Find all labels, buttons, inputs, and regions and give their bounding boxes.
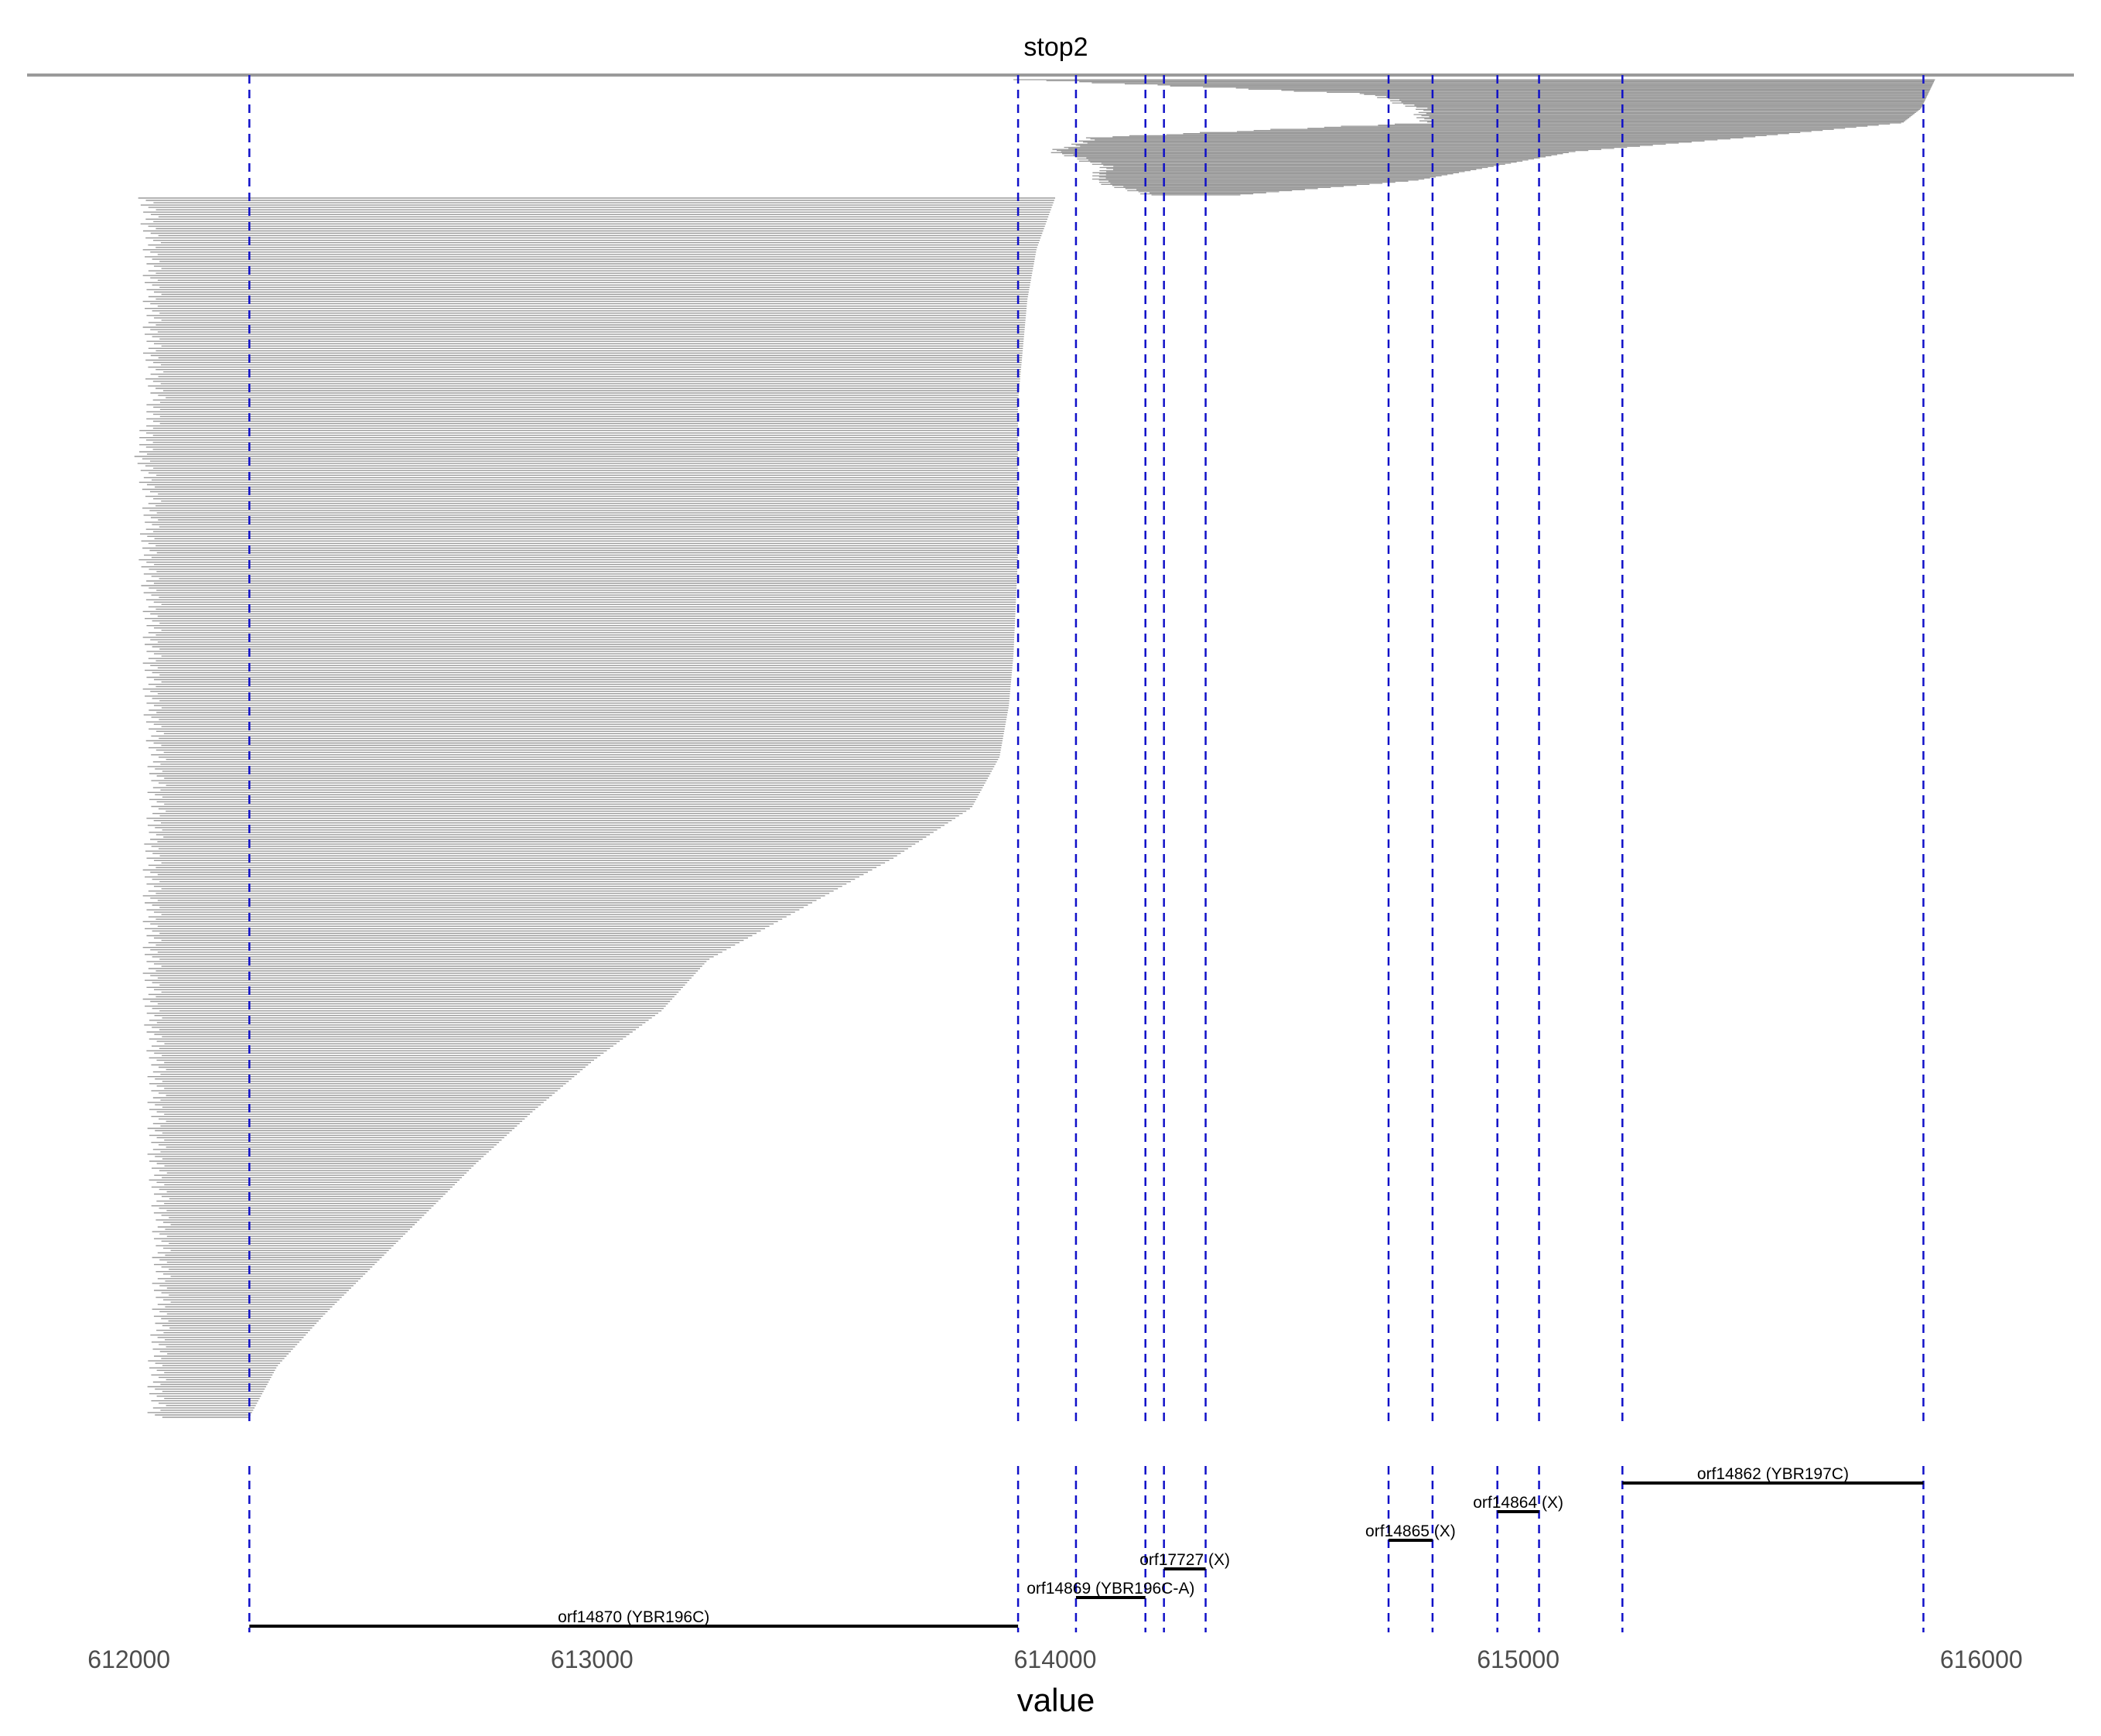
x-tick-label: 613000	[551, 1645, 634, 1673]
reads-layer	[27, 73, 2074, 1418]
x-axis-label: value	[1017, 1682, 1095, 1718]
orf-boundaries	[248, 75, 1925, 1632]
orf-label: orf14862 (YBR197C)	[1697, 1465, 1849, 1483]
orf-annotations: orf14862 (YBR197C) orf14864 (X) orf14865 (…	[249, 1465, 1924, 1628]
x-tick-label: 615000	[1477, 1645, 1560, 1673]
orf-label: orf14864 (X)	[1473, 1494, 1563, 1512]
x-tick-label: 614000	[1014, 1645, 1097, 1673]
chart-title: stop2	[1023, 32, 1088, 62]
x-tick-label: 616000	[1940, 1645, 2023, 1673]
orf-label: orf14865 (X)	[1365, 1522, 1456, 1540]
x-tick-label: 612000	[87, 1645, 170, 1673]
orf-label: orf14870 (YBR196C)	[558, 1608, 709, 1626]
orf-label: orf14869 (YBR196C-A)	[1027, 1580, 1194, 1598]
orf-label: orf17727 (X)	[1139, 1551, 1230, 1569]
x-axis-ticks: 612000 613000 614000 615000 616000	[87, 1645, 2022, 1673]
